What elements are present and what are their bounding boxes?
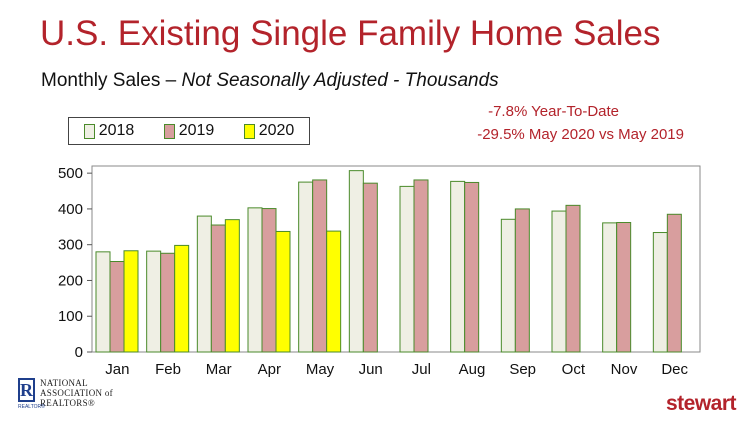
chart-legend: 2018 2019 2020 [68,117,310,145]
nar-logo: R NATIONAL ASSOCIATION of REALTORS® [18,378,113,408]
legend-label-2018: 2018 [98,122,135,139]
legend-item-2019: 2019 [163,122,215,140]
bar-2018-oct [551,210,567,353]
x-tick-label: Feb [155,361,181,378]
y-tick-label: 300 [58,237,83,254]
bar-2018-jun [348,170,364,353]
nar-wordmark: NATIONAL ASSOCIATION of REALTORS® [40,378,113,408]
legend-item-2020: 2020 [243,122,295,140]
legend-item-2018: 2018 [83,122,135,140]
bar-2018-sep [500,218,516,353]
bar-2019-jan [109,261,125,353]
x-tick-label: Mar [206,361,232,378]
bar-2018-apr [247,207,263,353]
subtitle-plain: Monthly Sales – [41,70,182,91]
bar-2019-feb [160,252,176,353]
legend-label-2020: 2020 [258,122,295,139]
subtitle-italic: Not Seasonally Adjusted - Thousands [181,70,499,91]
bar-2020-feb [174,244,190,353]
bar-2020-apr [275,230,291,353]
legend-label-2019: 2019 [178,122,215,139]
legend-swatch-2019 [163,123,175,139]
bar-2019-jun [362,182,378,353]
nar-sub-label: REALTOR® [18,404,45,410]
bar-2018-aug [450,180,466,353]
annotation-ytd: -7.8% Year-To-Date [488,103,619,120]
nar-line-3: REALTORS® [40,398,96,408]
bar-2019-may [312,179,328,353]
bar-2019-nov [616,222,632,353]
bar-2020-may [326,230,342,353]
x-tick-label: Jun [359,361,383,378]
x-tick-label: Sep [509,361,536,378]
y-tick-label: 400 [58,201,83,218]
annotation-may: -29.5% May 2020 vs May 2019 [477,126,684,143]
bar-2020-mar [224,219,240,353]
x-tick-label: Nov [611,361,638,378]
bar-2019-mar [210,224,226,353]
bar-2019-dec [666,213,682,353]
bar-2019-aug [464,181,480,353]
bar-2018-jul [399,185,415,353]
bar-2019-oct [565,204,581,353]
y-tick-label: 200 [58,272,83,289]
legend-swatch-2018 [83,123,95,139]
x-tick-label: May [306,361,335,378]
bar-2018-nov [602,222,618,353]
y-tick-label: 0 [75,344,83,361]
chart-title: U.S. Existing Single Family Home Sales [40,14,661,53]
nar-line-2: ASSOCIATION of [40,388,113,398]
bar-2018-dec [652,232,668,353]
x-tick-label: Apr [258,361,281,378]
plot-area [91,165,701,353]
nar-line-1: NATIONAL [40,378,88,388]
bar-2018-feb [146,250,162,353]
realtor-r-icon: R [18,378,35,402]
bar-2018-mar [196,215,212,353]
stewart-logo: stewart [665,392,737,415]
x-tick-label: Jul [412,361,431,378]
x-tick-label: Oct [562,361,586,378]
x-tick-label: Jan [105,361,129,378]
x-tick-label: Aug [459,361,486,378]
bar-2018-may [298,181,314,353]
x-tick-label: Dec [661,361,688,378]
y-tick-label: 100 [58,308,83,325]
y-tick-label: 500 [58,165,83,182]
bar-2019-jul [413,179,429,353]
bar-2018-jan [95,251,111,353]
bar-2019-apr [261,208,277,353]
bar-2020-jan [123,250,139,353]
bar-2019-sep [514,208,530,353]
legend-swatch-2020 [243,123,255,139]
chart-subtitle: Monthly Sales – Not Seasonally Adjusted … [41,70,499,92]
